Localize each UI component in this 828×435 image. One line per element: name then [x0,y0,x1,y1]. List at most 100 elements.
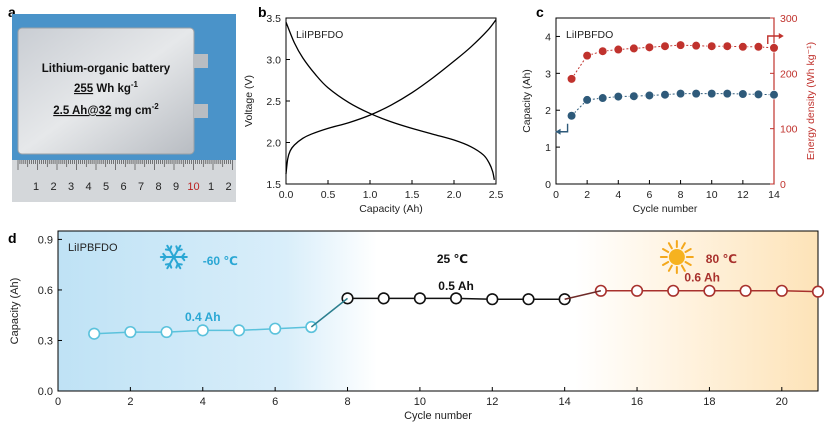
Capacity-point [738,89,748,99]
sun-ray [684,261,692,266]
Energy density-point [613,44,623,55]
x-tick-label: 2 [584,189,590,201]
x-tick-label: 0.5 [321,189,336,201]
series-point [703,284,716,297]
x-tick-label: 4 [200,396,206,408]
photo-label-line2: 255 Wh kg-1 [74,80,139,95]
x-axis-label: Cycle number [404,410,472,422]
Capacity-point [660,90,670,100]
Capacity-point [598,93,608,103]
x-tick-label: 8 [344,396,350,408]
snowflake-barb [176,262,183,266]
series-point [196,324,209,337]
ruler-number: 7 [138,181,144,193]
sun-ray [667,242,673,250]
series-point [377,292,390,305]
snowflake-arm [166,256,175,270]
Capacity-point [566,111,577,121]
ruler-number: 2 [225,181,231,193]
Capacity-point [769,90,779,100]
capacity-arrowhead [555,128,561,135]
x-tick-label: 12 [737,189,749,201]
series-point [269,322,282,335]
x-axis-label: Cycle number [633,203,698,215]
chart-d: 0 2 4 6 8 10 12 14 16 18 20 0.0 0.3 0.6 0.9 Cycle numbe… [9,230,825,422]
y-tick-label: 3 [545,68,551,80]
segment-connector [310,297,348,328]
snowflake-arm [166,244,175,258]
battery-pouch [17,27,195,155]
sun-ray [662,248,670,253]
snowflake-arm [172,244,182,258]
cold-temp-label: -60 ℃ [203,254,238,268]
y2-axis-label: Energy density (Wh kg⁻¹) [805,42,817,160]
snowflake-barb [168,262,173,269]
ruler-number: 3 [68,181,74,193]
x-tick-label: 14 [768,189,780,201]
y-axis-label: Capacity (Ah) [521,69,533,133]
y-tick-label: 3.0 [266,55,281,67]
Capacity-point [691,89,701,99]
sun-ray [680,242,686,250]
sun-disc [668,249,685,265]
energy-density-value: 255 [74,83,94,95]
Energy density-point [582,51,592,61]
ruler-numbers: 1 2 3 4 5 6 7 8 9 10 1 2 [33,181,232,193]
chart-title: LiIPBFDO [566,29,613,41]
y-tick-label: 3.5 [266,13,281,25]
snowflake-barb [175,245,179,252]
energy-density-unit: Wh kg [93,83,131,95]
x-tick-label: 10 [706,189,718,201]
battery-tab-bottom [194,104,208,118]
y-axis-label: Voltage (V) [243,75,255,127]
x-tick-label: 4 [615,189,621,201]
ruler-number: 10 [187,181,199,193]
Capacity-point [613,91,623,102]
Capacity-point [675,89,686,99]
ruler-number: 9 [173,181,179,193]
ruler-number: 6 [120,181,126,193]
panel-label-a: a [8,4,16,20]
ruler [12,160,236,202]
sun-icon [659,240,694,274]
Energy density-point [675,40,686,50]
capacity-loading-value: 2.5 Ah@32 [53,105,111,117]
x-tick-label: 0.0 [279,189,294,201]
series-point [486,293,499,306]
energy-density-exp: -1 [131,80,139,89]
y-tick-label: 1.5 [266,179,281,191]
series-point [124,325,137,339]
series-point [88,327,101,340]
panel-label-c: c [536,4,544,20]
Energy density-point [598,46,608,56]
y-tick-label: 4 [545,31,551,43]
photo-label-line1: Lithium-organic battery [42,63,171,75]
x-tick-label: 2.0 [447,189,462,201]
ruler-number: 8 [155,181,161,193]
y-tick-label: 0.9 [38,234,53,246]
Energy density-point [738,42,748,52]
snowflake-barb [180,252,186,258]
series-point [739,284,752,297]
Energy density-point [707,41,717,51]
chart-title: LiIPBFDO [68,242,118,254]
x-tick-label: 10 [414,396,426,408]
sun-ray [684,248,692,253]
x-tick-label: 2 [127,396,133,408]
snowflake-barb [164,248,171,252]
x-axis-label: Capacity (Ah) [359,203,423,215]
Capacity-point [629,91,639,101]
ruler-number: 4 [85,181,91,193]
series-point [160,325,173,339]
series-point [522,293,535,306]
snowflake-icon [159,244,188,270]
battery-tab-top [194,54,208,68]
x-tick-label: 18 [703,396,715,408]
y2-tick-label: 200 [780,68,798,80]
discharge-curve [285,21,495,180]
energy-axis-arrow [767,35,780,44]
Capacity-point [753,89,764,99]
x-tick-label: 6 [272,396,278,408]
y-tick-label: 2 [545,105,551,117]
